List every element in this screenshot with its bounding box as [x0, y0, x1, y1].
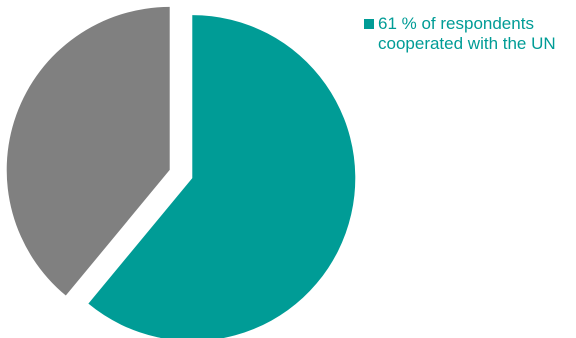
pie-slice-cooperated [88, 15, 356, 338]
chart-legend: 61 % of respondents cooperated with the … [364, 14, 570, 54]
legend-label: 61 % of respondents cooperated with the … [378, 14, 556, 53]
pie-slice-other [6, 6, 170, 296]
legend-swatch-teal [364, 19, 374, 29]
